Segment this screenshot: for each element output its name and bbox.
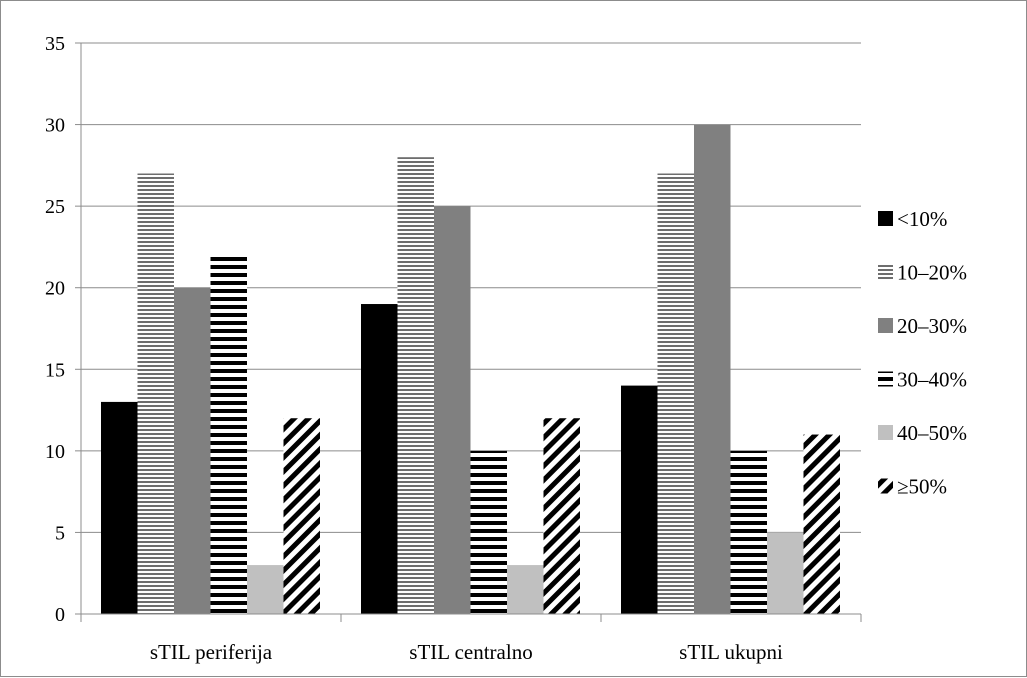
bar-stil-periferija-10-20pct xyxy=(137,173,174,614)
legend-label-lt-10pct: <10% xyxy=(897,207,947,231)
bar-stil-periferija-40-50pct xyxy=(247,565,284,614)
bar-stil-centralno-40-50pct xyxy=(507,565,544,614)
bar-stil-centralno-20-30pct xyxy=(434,206,471,614)
legend-swatch-10-20pct xyxy=(878,264,893,280)
bar-stil-centralno-lt-10pct xyxy=(361,304,398,614)
legend-label-10-20pct: 10–20% xyxy=(897,261,967,285)
bar-stil-ukupni-40-50pct xyxy=(767,532,804,614)
legend-label-40-50pct: 40–50% xyxy=(897,421,967,445)
legend: <10% 10–20% 20–30% 30–40% 40–50% ≥50% xyxy=(878,207,967,499)
y-tick-label-0: 0 xyxy=(55,604,65,626)
legend-label-20-30pct: 20–30% xyxy=(897,314,967,338)
bar-stil-periferija-lt-10pct xyxy=(101,401,138,614)
bar-stil-centralno-10-20pct xyxy=(397,157,434,614)
bar-stil-centralno-ge-50pct xyxy=(543,418,580,614)
x-category-label-stil-centralno: sTIL centralno xyxy=(409,640,532,664)
y-tick-label-20: 20 xyxy=(45,278,65,300)
legend-swatch-lt-10pct xyxy=(878,211,893,226)
legend-swatch-40-50pct xyxy=(878,425,893,440)
bar-stil-ukupni-ge-50pct xyxy=(803,434,840,614)
bar-stil-ukupni-20-30pct xyxy=(694,124,731,615)
axes: 0 5 10 15 20 25 30 35 sTIL periferija sTIL centra… xyxy=(45,33,862,664)
bar-stil-centralno-30-40pct xyxy=(470,450,507,614)
bar-stil-ukupni-30-40pct xyxy=(730,450,767,614)
legend-swatch-20-30pct xyxy=(878,318,893,333)
legend-swatch-ge-50pct xyxy=(878,478,893,494)
legend-swatch-30-40pct xyxy=(878,371,893,387)
y-tick-label-25: 25 xyxy=(45,196,65,218)
bar-stil-ukupni-lt-10pct xyxy=(621,385,658,614)
y-tick-label-35: 35 xyxy=(45,33,65,55)
x-category-label-stil-ukupni: sTIL ukupni xyxy=(679,640,783,664)
legend-label-ge-50pct: ≥50% xyxy=(897,475,947,499)
y-tick-label-5: 5 xyxy=(55,522,65,544)
y-tick-label-30: 30 xyxy=(45,115,65,137)
bar-stil-periferija-30-40pct xyxy=(210,255,247,615)
legend-label-30-40pct: 30–40% xyxy=(897,368,967,392)
bar-stil-periferija-20-30pct xyxy=(174,287,211,614)
y-tick-label-10: 10 xyxy=(45,441,65,463)
bars xyxy=(101,124,840,615)
y-tick-label-15: 15 xyxy=(45,359,65,381)
bar-stil-periferija-ge-50pct xyxy=(283,418,320,614)
x-category-label-stil-periferija: sTIL periferija xyxy=(150,640,273,664)
bar-stil-ukupni-10-20pct xyxy=(657,173,694,614)
